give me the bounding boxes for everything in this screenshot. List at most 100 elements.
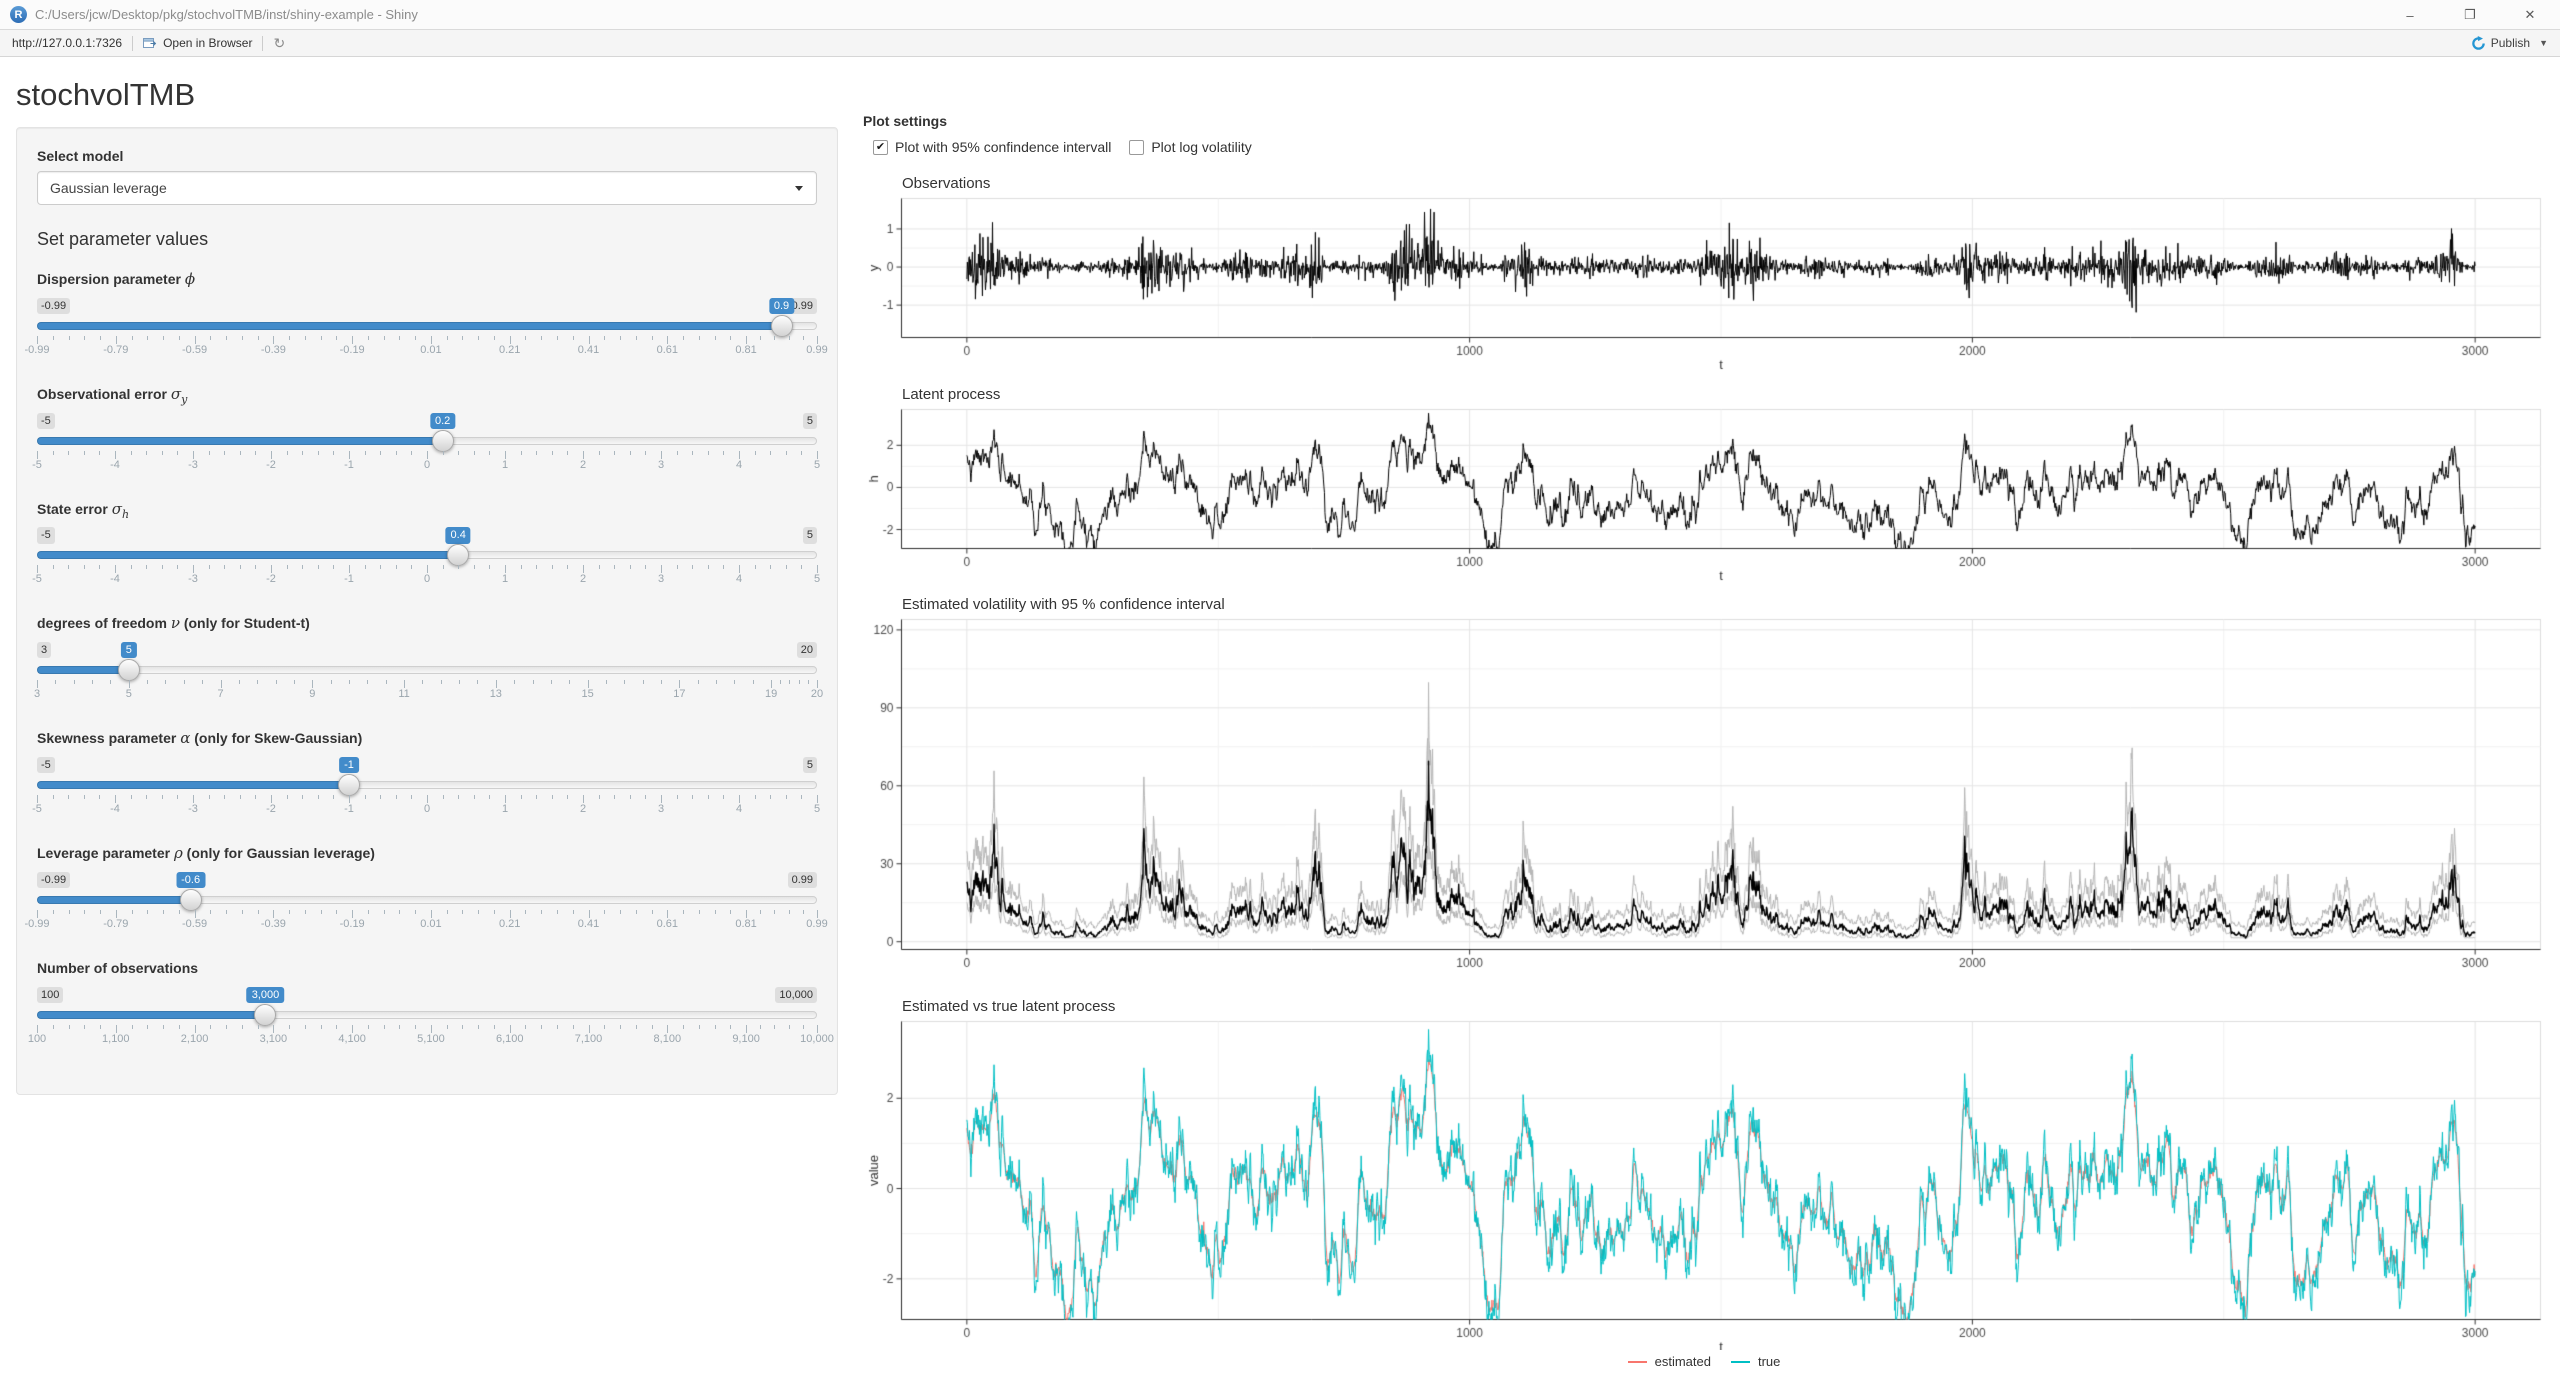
slider-tick-label: 0.41 <box>577 917 600 930</box>
toolbar-separator <box>262 35 264 51</box>
slider-minor-tick <box>446 335 448 340</box>
plot-estimated-volatility: Estimated volatility with 95 % confidenc… <box>863 596 2545 974</box>
slider-tick-label: -0.59 <box>182 343 208 356</box>
legend-label: estimated <box>1654 1354 1711 1369</box>
slider-minor-tick <box>635 335 637 340</box>
slider-tick <box>667 909 669 918</box>
range-slider[interactable]: -0.99 0.99 -0.6 -0.99 -0.79 -0.59 -0.39 -0.19 0.… <box>24 871 828 938</box>
slider-tick-label: 19 <box>764 688 778 701</box>
range-slider[interactable]: -5 5 0.4 -5 -4 -3 -2 -1 0 1 2 3 4 5 <box>32 527 820 593</box>
checkbox-label: Plot with 95% confindence intervall <box>895 139 1112 155</box>
slider-handle[interactable] <box>254 1003 277 1026</box>
slider-handle[interactable] <box>179 888 202 911</box>
slider-group-state-error-sigma-h: State error σh -5 5 0.4 -5 -4 -3 -2 -1 0 1 2 3 4 5 <box>32 500 820 594</box>
slider-minor-tick <box>598 565 600 570</box>
slider-track[interactable] <box>37 666 817 675</box>
slider-minor-tick <box>462 909 464 914</box>
plot-legend: estimated true <box>863 1354 2545 1369</box>
slider-tick-label: -3 <box>188 802 198 815</box>
slider-minor-tick <box>52 450 54 455</box>
slider-tick-label: -3 <box>188 458 198 471</box>
checkbox-box-icon[interactable] <box>1129 139 1145 155</box>
slider-tick-label: 5 <box>125 688 132 701</box>
slider-tick-label: 13 <box>489 688 502 701</box>
slider-tick-label: -0.99 <box>24 343 50 356</box>
slider-minor-tick <box>462 335 464 340</box>
slider-tick <box>273 335 275 344</box>
model-select[interactable]: Gaussian leverage <box>37 171 817 205</box>
slider-minor-tick <box>478 909 480 914</box>
slider-value-badge: 0.4 <box>445 527 471 544</box>
slider-group-leverage-rho: Leverage parameter ρ (only for Gaussian … <box>24 844 828 938</box>
minimize-icon: – <box>2406 7 2414 23</box>
slider-minor-tick <box>275 680 277 685</box>
slider-minor-tick <box>614 565 616 570</box>
slider-minor-tick <box>320 1024 322 1029</box>
publish-icon <box>2471 35 2485 50</box>
slider-tick-label: 3 <box>657 573 665 586</box>
plot-latent-process: Latent process <box>863 386 2545 582</box>
close-button[interactable]: ✕ <box>2500 0 2560 30</box>
slider-minor-tick <box>367 1024 369 1029</box>
publish-button[interactable]: Publish ▼ <box>2471 35 2548 51</box>
slider-tick <box>771 680 773 689</box>
slider-minor-tick <box>541 335 543 340</box>
slider-minor-tick <box>572 909 574 914</box>
slider-minor-tick <box>367 909 369 914</box>
slider-tick-label: 0.99 <box>806 343 828 356</box>
slider-minor-tick <box>620 335 622 340</box>
range-slider[interactable]: 100 10,000 3,000 100 1,100 2,100 3,100 4,100 5,1… <box>28 986 834 1053</box>
slider-minor-tick <box>336 335 338 340</box>
slider-handle[interactable] <box>447 544 470 567</box>
slider-minor-tick <box>716 680 718 685</box>
greek-symbol-sub: y <box>181 392 188 406</box>
slider-tick <box>583 450 584 459</box>
slider-handle[interactable] <box>431 429 454 452</box>
slider-value-badge: 5 <box>120 642 137 659</box>
slider-label-suffix: (only for Student-t) <box>179 615 310 632</box>
slider-handle[interactable] <box>770 314 793 337</box>
slider-minor-tick <box>68 335 70 340</box>
slider-tick-label: 3 <box>33 688 41 701</box>
range-slider[interactable]: -5 5 -1 -5 -4 -3 -2 -1 0 1 2 3 4 5 <box>32 756 820 823</box>
slider-minor-tick <box>289 1024 291 1029</box>
slider-max-badge: 5 <box>802 412 817 429</box>
slider-group-dispersion-phi: Dispersion parameter ϕ -0.99 0.99 0.9 -0.99-… <box>24 270 828 364</box>
slider-tick <box>193 450 194 459</box>
range-slider[interactable]: 3 20 5 3 5 7 9 11 13 15 17 19 20 <box>33 642 823 708</box>
slider-minor-tick <box>442 565 444 570</box>
slider-minor-tick <box>84 1024 86 1029</box>
slider-minor-tick <box>52 794 54 799</box>
slider-minor-tick <box>478 335 480 340</box>
slider-handle[interactable] <box>117 659 140 682</box>
slider-tick-label: 0.81 <box>735 917 757 930</box>
slider-minor-tick <box>208 450 210 455</box>
slider-value-badge: 3,000 <box>246 986 285 1003</box>
minimize-button[interactable]: – <box>2380 0 2440 30</box>
range-slider[interactable]: -5 5 0.2 -5 -4 -3 -2 -1 0 1 2 3 4 5 <box>32 412 820 479</box>
slider-handle[interactable] <box>338 773 360 796</box>
slider-minor-tick <box>798 680 800 685</box>
slider-minor-tick <box>161 794 163 799</box>
slider-tick <box>430 909 432 918</box>
range-slider[interactable]: -0.99 0.99 0.9 -0.99 -0.79 -0.59 -0.39 -0.19 0.0… <box>24 297 828 364</box>
slider-minor-tick <box>395 794 397 799</box>
slider-minor-tick <box>525 1024 527 1029</box>
checkbox-log-volatility[interactable]: Plot log volatility <box>1129 139 1252 155</box>
open-in-browser-button[interactable]: Open in Browser <box>143 36 252 50</box>
slider-minor-tick <box>697 680 699 685</box>
slider-minor-tick <box>760 335 762 340</box>
slider-minor-tick <box>364 450 366 455</box>
model-select-value: Gaussian leverage <box>50 180 167 196</box>
checkbox-box-icon[interactable]: ✔ <box>873 139 888 155</box>
greek-symbol: ν <box>170 614 180 633</box>
slider-minor-tick <box>100 1024 102 1029</box>
sliders-container: Dispersion parameter ϕ -0.99 0.99 0.9 -0.99-… <box>24 270 834 1053</box>
slider-minor-tick <box>257 909 259 914</box>
slider-minor-tick <box>333 565 335 570</box>
checkbox-confidence-interval[interactable]: ✔ Plot with 95% confindence intervall <box>873 139 1111 155</box>
refresh-button[interactable]: ↻ <box>273 35 285 52</box>
slider-minor-tick <box>556 909 558 914</box>
maximize-button[interactable]: ❐ <box>2440 0 2500 30</box>
slider-minor-tick <box>177 794 179 799</box>
